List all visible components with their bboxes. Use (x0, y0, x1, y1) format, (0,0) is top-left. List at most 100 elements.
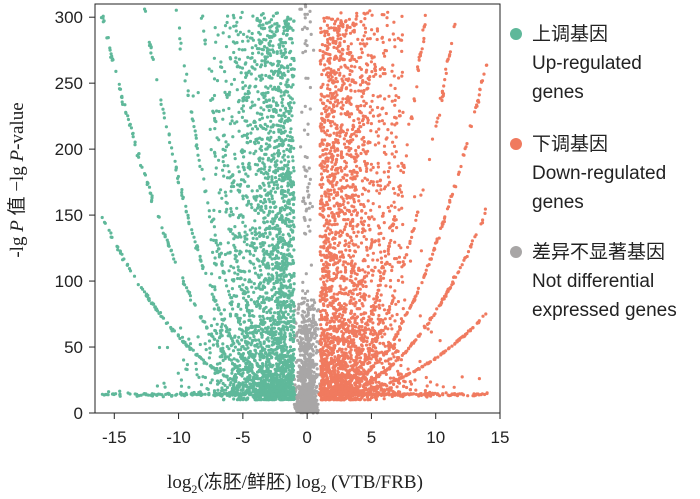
data-point-up (213, 256, 217, 260)
data-point-up (240, 151, 244, 155)
data-point-up (258, 340, 262, 345)
data-point-down (482, 72, 486, 76)
data-point-up (269, 384, 273, 388)
data-point-up (280, 316, 284, 320)
data-point-up (229, 185, 234, 189)
data-point-up (177, 26, 182, 30)
data-point-up (217, 109, 221, 114)
data-point-up (207, 215, 212, 219)
data-point-up (262, 307, 266, 311)
data-point-up (118, 249, 122, 253)
data-point-ns (297, 302, 301, 306)
data-point-up (157, 311, 161, 315)
data-point-down (474, 105, 478, 110)
data-point-down (445, 290, 449, 294)
data-point-up (226, 334, 230, 338)
data-point-up (266, 398, 270, 402)
data-point-up (258, 314, 262, 318)
data-point-up (262, 322, 266, 326)
data-point-up (281, 233, 285, 237)
data-point-up (190, 231, 194, 235)
data-point-down (415, 291, 419, 295)
data-point-up (164, 125, 168, 129)
data-point-ns (300, 405, 305, 409)
data-point-ns (301, 199, 305, 203)
data-point-up (237, 351, 241, 355)
data-point-down (428, 317, 432, 321)
data-point-up (157, 345, 162, 350)
data-point-up (246, 124, 250, 128)
data-point-up (292, 101, 296, 105)
data-point-up (222, 174, 226, 178)
data-point-up (271, 14, 275, 18)
data-point-up (245, 300, 249, 305)
data-point-up (280, 101, 284, 105)
data-point-up (270, 175, 274, 179)
data-point-ns (313, 336, 317, 340)
data-point-up (286, 312, 290, 316)
data-point-up (232, 24, 236, 28)
data-point-up (128, 392, 132, 396)
data-point-up (224, 140, 228, 144)
data-point-down (433, 241, 438, 245)
data-point-up (198, 164, 202, 168)
data-point-ns (293, 383, 297, 387)
data-point-down (456, 392, 460, 396)
data-point-up (264, 206, 268, 210)
data-point-up (263, 165, 267, 169)
data-point-up (254, 373, 258, 377)
data-point-up (239, 16, 243, 20)
data-point-up (186, 93, 190, 98)
data-point-up (243, 224, 247, 228)
data-point-up (233, 245, 237, 250)
data-point-down (425, 322, 430, 326)
data-point-down (465, 142, 469, 146)
data-point-up (265, 220, 269, 224)
data-point-up (264, 142, 268, 146)
data-point-ns (309, 336, 313, 340)
data-point-up (185, 363, 189, 367)
data-point-up (276, 64, 280, 68)
data-point-ns (316, 408, 320, 412)
data-point-up (279, 284, 283, 288)
data-point-ns (308, 374, 312, 378)
data-point-up (253, 381, 257, 385)
data-point-up (178, 336, 182, 341)
data-point-up (270, 294, 275, 299)
data-point-up (147, 185, 152, 189)
data-point-up (291, 387, 295, 391)
data-point-up (262, 126, 266, 130)
data-point-up (267, 360, 271, 364)
data-point-up (236, 265, 240, 269)
data-point-up (244, 119, 248, 123)
data-point-up (269, 119, 273, 123)
data-point-up (268, 200, 272, 204)
data-point-ns (307, 305, 311, 309)
data-point-up (245, 35, 249, 39)
data-point-ns (309, 298, 313, 302)
data-point-up (271, 44, 275, 48)
data-point-up (240, 332, 244, 336)
data-point-up (239, 348, 243, 352)
data-point-ns (299, 398, 304, 402)
data-point-up (241, 220, 245, 224)
data-point-up (198, 342, 202, 347)
data-point-down (422, 273, 427, 277)
data-point-up (248, 331, 252, 335)
data-point-up (192, 392, 196, 396)
data-point-ns (308, 355, 312, 359)
data-point-ns (299, 401, 303, 405)
data-point-up (213, 154, 217, 158)
data-point-down (416, 286, 420, 290)
data-point-up (270, 297, 274, 301)
data-point-ns (303, 168, 307, 172)
data-point-up (239, 307, 243, 311)
data-point-up (275, 145, 279, 149)
data-point-down (446, 347, 451, 351)
data-point-up (99, 16, 104, 20)
data-point-up (212, 307, 216, 311)
data-point-up (245, 243, 249, 247)
data-point-ns (307, 370, 311, 374)
data-point-up (226, 14, 230, 18)
data-point-up (272, 281, 276, 286)
